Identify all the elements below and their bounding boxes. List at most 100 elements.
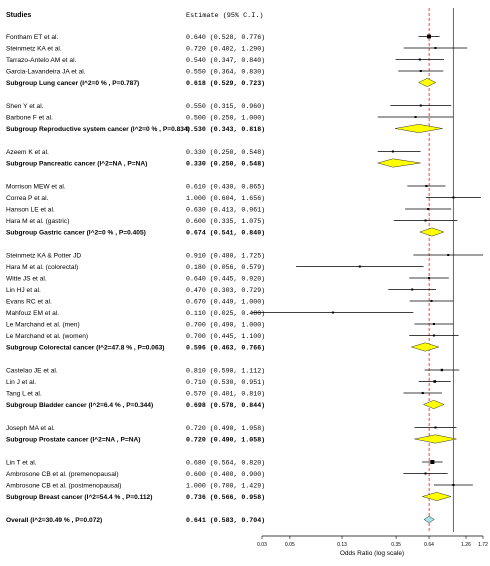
study-estimate-text: 0.540 (0.347, 0.840) [186, 57, 265, 64]
point-estimate [419, 104, 422, 107]
subgroup-diamond [419, 227, 445, 237]
subgroup-label: Subgroup Reproductive system cancer (I^2… [6, 125, 190, 133]
subgroup-label: Subgroup Colorectal cancer (I^2=47.8 % ,… [6, 343, 165, 351]
subgroup-diamond [394, 124, 443, 133]
subgroup-estimate-text: 0.674 (0.541, 0.840) [186, 229, 265, 236]
point-estimate [452, 483, 455, 487]
subgroup-label: Subgroup Lung cancer (I^2=0 % , P=0.787) [6, 79, 139, 87]
point-estimate [432, 322, 435, 326]
point-estimate [447, 254, 450, 256]
subgroup-diamond [410, 342, 440, 352]
subgroup-estimate-text: 0.720 (0.490, 1.058) [186, 436, 265, 443]
point-estimate [419, 70, 422, 72]
point-estimate [424, 472, 427, 475]
point-estimate [425, 184, 428, 188]
study-estimate-text: 0.710 (0.530, 0.951) [186, 379, 265, 386]
study-label: Hanson LE et al. [6, 206, 55, 213]
study-label: Hara M et al. (colorectal) [6, 264, 78, 271]
study-label: Barbone F et al. [6, 114, 53, 121]
study-estimate-text: 1.000 (0.700, 1.429) [186, 482, 265, 489]
study-label: Evans RC et al. [6, 298, 52, 305]
subgroup-estimate-text: 0.530 (0.343, 0.818) [186, 126, 265, 133]
point-estimate [391, 150, 394, 153]
x-axis: 0.03 0.05 0.13 0.35 0.64 1.26 1.72 [257, 535, 488, 548]
point-estimate [430, 300, 433, 302]
study-estimate-text: 0.670 (0.449, 1.000) [186, 298, 265, 305]
study-estimate-text: 0.500 (0.250, 1.000) [186, 114, 265, 121]
subgroup-estimate-text: 0.618 (0.529, 0.723) [186, 80, 265, 87]
study-label: Lin HJ et al. [6, 287, 41, 294]
point-estimate [414, 116, 417, 118]
point-estimate [428, 276, 431, 280]
study-label: Garcia-Lavandeira JA et al. [6, 68, 86, 75]
study-estimate-text: 0.550 (0.315, 0.960) [186, 103, 265, 110]
subgroup-diamond [418, 78, 437, 87]
study-estimate-text: 0.680 (0.564, 0.820) [186, 459, 265, 466]
study-estimate-text: 0.180 (0.056, 0.579) [186, 264, 265, 271]
studies-header: Studies [6, 12, 31, 19]
study-label: Tarrazo-Antelo AM et al. [6, 57, 77, 64]
study-label: Steinmetz KA & Potter JD [6, 252, 81, 259]
x-tick-label: 0.35 [391, 542, 401, 548]
point-estimate [430, 459, 435, 465]
study-label: Ambrosone CB et al. (postmenopausal) [6, 482, 121, 489]
study-estimate-text: 0.570 (0.401, 0.810) [186, 390, 265, 397]
study-label: Witte JS et al. [6, 275, 47, 282]
x-axis-label: Odds Ratio (log scale) [340, 550, 404, 557]
subgroup-label: Subgroup Prostate cancer (I^2=NA , P=NA) [6, 435, 140, 443]
subgroup-label: Subgroup Breast cancer (I^2=54.4 % , P=0… [6, 493, 152, 501]
point-estimate [434, 426, 437, 429]
study-estimate-text: 0.700 (0.445, 1.100) [186, 333, 265, 340]
study-label: Morrison MEW et al. [6, 183, 66, 190]
study-estimate-text: 0.610 (0.430, 0.865) [186, 183, 265, 190]
point-estimate [358, 265, 361, 268]
study-label: Ambrosone CB et al. (premenopausal) [6, 471, 119, 478]
study-label: Lin T et al. [6, 459, 37, 466]
study-label: Shen Y et al. [6, 103, 44, 110]
point-estimate [433, 380, 436, 383]
study-estimate-text: 0.720 (0.402, 1.290) [186, 45, 265, 52]
x-tick-label: 1.26 [461, 542, 471, 548]
study-label: Mahfouz EM et al. [6, 310, 59, 317]
study-estimate-text: 0.330 (0.250, 0.548) [186, 149, 265, 156]
x-tick-label: 0.13 [337, 542, 347, 548]
x-tick-label: 0.64 [424, 542, 434, 548]
study-estimate-text: 0.700 (0.490, 1.000) [186, 321, 265, 328]
subgroup-estimate-text: 0.736 (0.566, 0.958) [186, 494, 265, 501]
study-label: Joseph MA et al. [6, 425, 55, 432]
point-estimate [418, 58, 421, 61]
x-tick-label: 0.03 [257, 542, 267, 548]
study-label: Steinmetz KA et al. [6, 45, 62, 52]
subgroup-estimate-text: 0.596 (0.463, 0.766) [186, 344, 265, 351]
subgroup-estimate-text: 0.698 (0.578, 0.844) [186, 402, 265, 409]
study-estimate-text: 0.110 (0.025, 0.480) [186, 310, 265, 317]
point-estimate [427, 34, 431, 39]
subgroup-diamond [422, 400, 445, 409]
study-estimate-text: 1.000 (0.604, 1.656) [186, 195, 265, 202]
subgroup-label: Subgroup Pancreatic cancer (I^2=NA , P=N… [6, 159, 147, 167]
subgroup-estimate-text: 0.330 (0.250, 0.548) [186, 160, 265, 167]
study-label: Hara M et al. (gastric) [6, 218, 69, 225]
subgroup-diamond [421, 492, 452, 501]
study-estimate-text: 0.640 (0.445, 0.920) [186, 275, 265, 282]
point-estimate [440, 368, 444, 372]
point-estimate [411, 288, 414, 291]
study-estimate-text: 0.600 (0.400, 0.900) [186, 471, 265, 478]
study-estimate-text: 0.600 (0.335, 1.075) [186, 218, 265, 225]
point-estimate [424, 219, 427, 222]
study-label: Correa P et al. [6, 195, 49, 202]
study-label: Azeem K et al. [6, 149, 49, 156]
study-estimate-text: 0.810 (0.590, 1.112) [186, 367, 265, 374]
estimate-header: Estimate (95% C.I.) [186, 12, 264, 20]
study-label: Tang L et al. [6, 390, 42, 397]
subgroup-label: Subgroup Bladder cancer (I^2=6.4 % , P=0… [6, 401, 153, 409]
point-estimate [432, 334, 435, 337]
study-estimate-text: 0.550 (0.364, 0.830) [186, 68, 265, 75]
study-label: Castelao JE et al. [6, 367, 58, 374]
x-tick-label: 0.05 [285, 542, 295, 548]
study-label: Fontham ET et al. [6, 34, 58, 41]
study-estimate-text: 0.630 (0.413, 0.961) [186, 206, 265, 213]
study-estimate-text: 0.720 (0.490, 1.058) [186, 425, 265, 432]
point-estimate [427, 208, 430, 210]
plot-area [252, 8, 484, 532]
